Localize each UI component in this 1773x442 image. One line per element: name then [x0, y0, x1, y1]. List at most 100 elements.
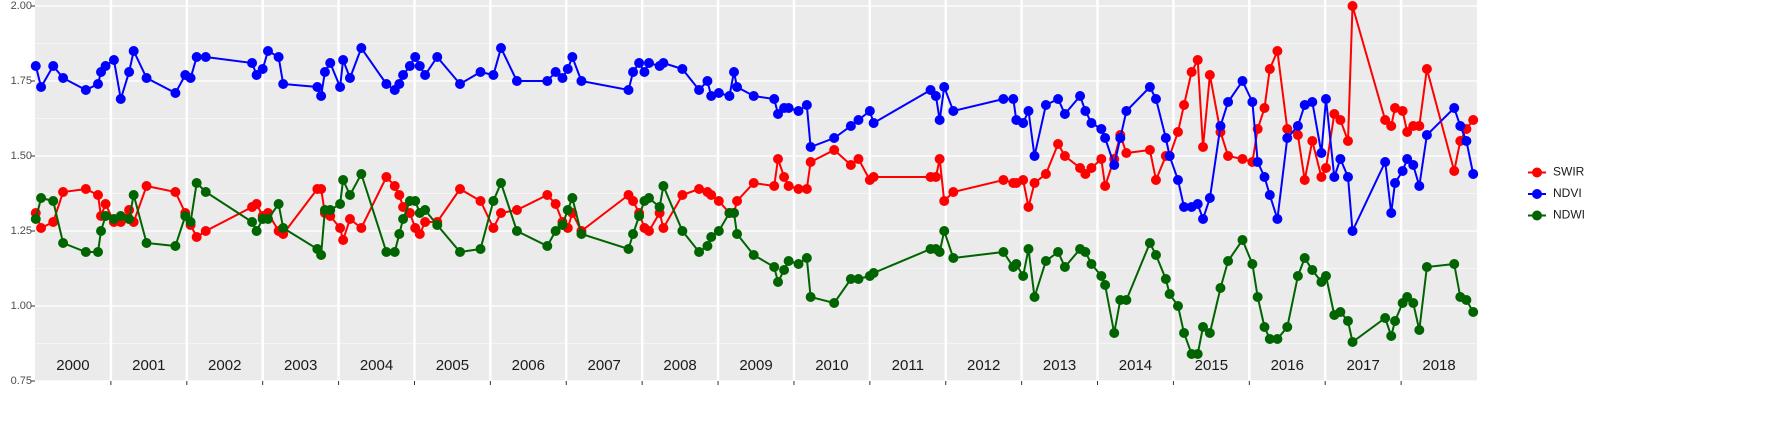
data-point	[1282, 124, 1293, 134]
y-tick-label: 1.00	[11, 300, 32, 312]
data-point	[1252, 292, 1263, 302]
data-point	[939, 226, 950, 236]
data-point	[262, 214, 273, 224]
data-point	[769, 262, 780, 272]
data-point	[550, 226, 561, 236]
data-point	[247, 217, 258, 227]
data-point	[1086, 259, 1097, 269]
data-point	[1259, 172, 1270, 182]
y-tick-label: 1.75	[11, 75, 32, 87]
data-point	[1272, 46, 1283, 56]
data-point	[124, 214, 135, 224]
data-point	[930, 91, 941, 101]
data-point	[273, 199, 284, 209]
plot-marks	[30, 1, 1479, 359]
y-tick-label: 1.50	[11, 150, 32, 162]
data-point	[312, 82, 323, 92]
data-point	[1468, 115, 1479, 125]
data-point	[748, 250, 759, 260]
data-point	[1307, 136, 1318, 146]
data-point	[1223, 256, 1234, 266]
data-point	[100, 199, 111, 209]
data-point	[170, 241, 181, 251]
data-point	[191, 178, 202, 188]
data-point	[1204, 193, 1215, 203]
data-point	[934, 247, 945, 257]
data-point	[934, 154, 945, 164]
data-point	[1018, 118, 1029, 128]
data-point	[1018, 175, 1029, 185]
data-point	[1144, 82, 1155, 92]
data-point	[488, 223, 499, 233]
data-point	[1449, 103, 1460, 113]
data-point	[80, 85, 91, 95]
data-point	[1292, 121, 1303, 131]
data-point	[1075, 91, 1086, 101]
data-point	[1096, 271, 1107, 281]
data-point	[200, 52, 211, 62]
data-point	[1380, 313, 1391, 323]
data-point	[853, 274, 864, 284]
x-tick-label: 2001	[132, 357, 165, 374]
data-point	[567, 52, 578, 62]
legend-label: SWIR	[1553, 165, 1585, 179]
data-point	[1096, 154, 1107, 164]
data-point	[1461, 295, 1472, 305]
data-point	[511, 226, 522, 236]
data-point	[694, 85, 705, 95]
data-point	[1121, 106, 1132, 116]
data-point	[1386, 208, 1397, 218]
data-point	[1307, 265, 1318, 275]
data-point	[1316, 172, 1327, 182]
data-point	[623, 244, 634, 254]
data-point	[1386, 331, 1397, 341]
data-point	[1380, 157, 1391, 167]
data-point	[1329, 109, 1340, 119]
data-point	[1402, 154, 1413, 164]
data-point	[939, 196, 950, 206]
data-point	[257, 64, 268, 74]
data-point	[1347, 337, 1358, 347]
data-point	[1272, 214, 1283, 224]
data-point	[316, 184, 327, 194]
data-point	[1237, 235, 1248, 245]
data-point	[706, 190, 717, 200]
data-point	[1449, 259, 1460, 269]
data-point	[542, 76, 553, 86]
data-point	[1204, 70, 1215, 80]
data-point	[1040, 100, 1051, 110]
data-point	[92, 79, 103, 89]
data-point	[338, 235, 349, 245]
data-point	[576, 229, 587, 239]
legend: SWIR NDVI NDWI	[1528, 165, 1585, 222]
series-line	[34, 5, 1474, 244]
data-point	[128, 190, 139, 200]
data-point	[115, 94, 126, 104]
data-point	[1307, 97, 1318, 107]
legend-key-point	[1532, 210, 1542, 221]
data-point	[1414, 325, 1425, 335]
data-point	[475, 67, 486, 77]
data-point	[414, 229, 425, 239]
data-point	[1421, 64, 1432, 74]
data-point	[1029, 178, 1040, 188]
data-point	[1150, 94, 1161, 104]
legend-key-point	[1532, 189, 1542, 199]
data-point	[829, 133, 840, 143]
data-point	[185, 217, 196, 227]
data-point	[1160, 274, 1171, 284]
data-point	[1172, 301, 1183, 311]
data-point	[567, 193, 578, 203]
data-point	[1468, 169, 1479, 179]
data-point	[658, 223, 669, 233]
data-point	[1342, 136, 1353, 146]
data-point	[398, 202, 409, 212]
data-point	[1414, 181, 1425, 191]
data-point	[1320, 271, 1331, 281]
data-point	[845, 274, 856, 284]
legend-label: NDWI	[1553, 208, 1585, 222]
y-tick-label: 0.75	[11, 375, 32, 387]
data-point	[1390, 103, 1401, 113]
data-point	[381, 172, 392, 182]
data-point	[702, 241, 713, 251]
